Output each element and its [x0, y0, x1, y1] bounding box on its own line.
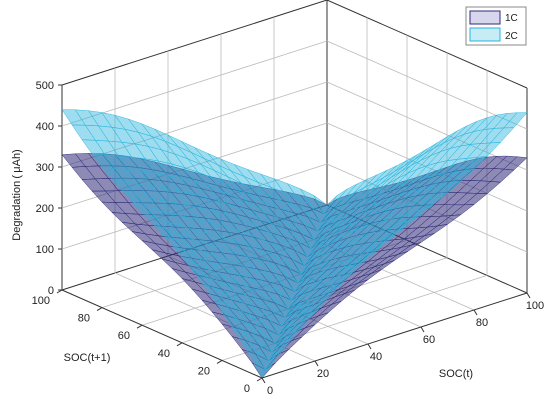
z-tick-label: 400 — [36, 121, 54, 133]
legend-label-2c: 2C — [505, 31, 518, 42]
legend-label-1c: 1C — [505, 13, 518, 24]
x-tick-mark — [473, 309, 478, 316]
axes-box-front — [61, 289, 528, 379]
x-tick-mark — [314, 360, 319, 367]
x-tick-label: 80 — [476, 317, 488, 329]
z-axis-label: Degradation ( μAh) — [11, 149, 23, 240]
x-tick-label: 40 — [370, 351, 382, 363]
y-tick-mark — [216, 359, 223, 364]
z-tick-label: 200 — [36, 203, 54, 215]
x-axis-label: SOC(t) — [439, 368, 473, 380]
legend-swatch-2c — [469, 27, 501, 42]
box-edge — [61, 0, 328, 86]
y-tick-label: 60 — [118, 330, 130, 342]
wall-grid-line — [326, 40, 528, 130]
y-tick-label: 80 — [78, 313, 90, 325]
x-tick-mark — [261, 377, 266, 384]
surfaces — [61, 109, 528, 379]
z-tick-label: 0 — [48, 285, 54, 297]
y-tick-label: 20 — [198, 365, 210, 377]
box-edge — [261, 292, 528, 379]
y-tick-mark — [176, 342, 183, 347]
x-tick-mark — [367, 343, 372, 350]
z-tick-label: 100 — [36, 244, 54, 256]
y-tick-mark — [256, 377, 263, 382]
x-tick-label: 0 — [267, 385, 273, 397]
wall-grid-line — [61, 81, 328, 168]
surface-patch — [251, 359, 276, 379]
surface-2C — [61, 109, 528, 379]
box-edge — [326, 0, 528, 89]
box-edge — [61, 289, 263, 379]
x-tick-label: 100 — [526, 300, 544, 312]
x-tick-label: 60 — [423, 334, 435, 346]
wall-grid-line — [61, 40, 328, 127]
wall-grid-line — [326, 81, 528, 171]
y-tick-label: 0 — [244, 383, 250, 395]
x-tick-mark — [420, 326, 425, 333]
y-axis-label: SOC(t+1) — [64, 352, 111, 364]
y-tick-mark — [96, 307, 103, 312]
legend: 1C 2C — [465, 6, 527, 46]
y-tick-label: 40 — [158, 348, 170, 360]
wall-grid-line — [326, 122, 528, 212]
z-tick-label: 300 — [36, 162, 54, 174]
x-tick-mark — [526, 292, 531, 299]
legend-swatch-1c — [469, 10, 501, 25]
y-tick-mark — [136, 324, 143, 329]
z-tick-label: 500 — [36, 80, 54, 92]
y-tick-label: 100 — [32, 295, 50, 307]
x-tick-label: 20 — [317, 368, 329, 380]
